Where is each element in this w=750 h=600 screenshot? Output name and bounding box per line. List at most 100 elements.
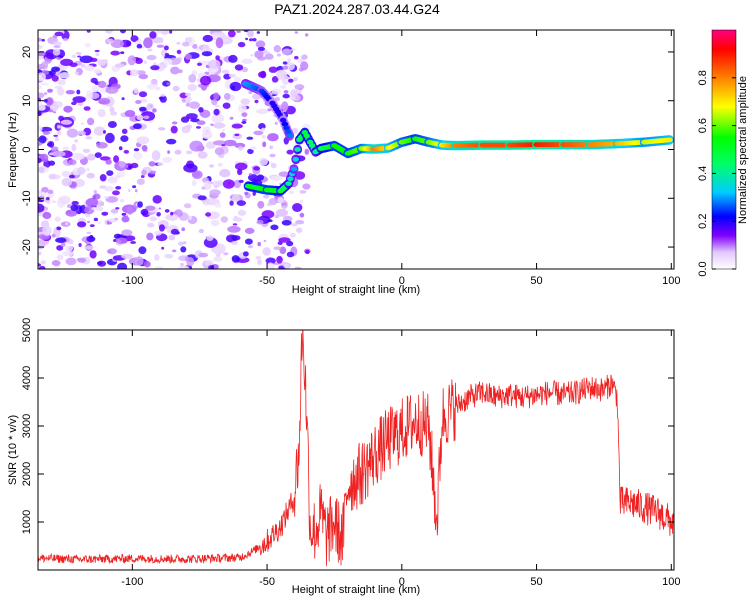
noise-blob [130, 162, 139, 169]
noise-blob [241, 58, 253, 64]
noise-blob [130, 241, 137, 244]
noise-blob [144, 60, 147, 64]
chart-title: PAZ1.2024.287.03.44.G24 [274, 1, 440, 17]
noise-blob [274, 214, 280, 219]
noise-blob [229, 116, 234, 120]
noise-blob [119, 30, 127, 34]
noise-blob [269, 145, 274, 150]
noise-blob [40, 82, 49, 86]
noise-blob [92, 193, 101, 200]
noise-blob [69, 241, 73, 245]
noise-blob [231, 123, 243, 129]
noise-blob [244, 191, 249, 195]
x-tick-label: 0 [399, 275, 405, 287]
noise-blob [55, 237, 67, 243]
noise-blob [42, 225, 52, 237]
noise-blob [257, 241, 262, 247]
noise-blob [52, 111, 57, 114]
y-tick-label: 10 [21, 95, 33, 107]
noise-blob [250, 146, 257, 150]
noise-blob [40, 260, 46, 265]
noise-blob [174, 149, 182, 155]
noise-blob [232, 223, 238, 226]
noise-blob [134, 57, 143, 64]
noise-blob [164, 253, 174, 259]
noise-blob [213, 122, 226, 129]
noise-blob [43, 98, 48, 103]
frequency-ridge-core [294, 147, 301, 152]
y-tick-label: 1000 [21, 510, 33, 534]
noise-blob [300, 61, 309, 71]
noise-blob [77, 166, 86, 175]
noise-blob [234, 64, 244, 71]
noise-blob [196, 126, 201, 129]
noise-blob [77, 257, 87, 263]
noise-blob [238, 146, 244, 151]
noise-blob [171, 121, 178, 125]
noise-blob [93, 189, 98, 194]
noise-blob [47, 88, 53, 93]
noise-blob [38, 135, 47, 144]
noise-blob [262, 247, 271, 256]
noise-blob [59, 72, 71, 79]
noise-blob [162, 58, 173, 66]
noise-blob [215, 55, 220, 61]
noise-blob [48, 141, 55, 148]
noise-blob [305, 33, 309, 37]
noise-blob [44, 92, 48, 95]
noise-blob [86, 236, 96, 242]
x-tick-label: 100 [662, 576, 680, 588]
noise-blob [49, 152, 53, 156]
noise-blob [274, 121, 278, 126]
noise-blob [201, 51, 213, 57]
noise-blob [57, 79, 66, 86]
noise-blob [158, 96, 164, 100]
noise-blob [54, 137, 59, 142]
noise-blob [115, 63, 125, 68]
colorbar-tick-label: 0.8 [697, 70, 709, 85]
noise-blob [94, 152, 102, 159]
noise-blob [110, 111, 118, 116]
noise-blob [223, 92, 231, 101]
noise-blob [56, 226, 62, 231]
noise-blob [107, 248, 117, 255]
noise-blob [282, 61, 288, 65]
noise-blob [96, 142, 108, 149]
noise-blob [202, 126, 211, 135]
noise-blob [238, 179, 244, 183]
noise-blob [138, 91, 148, 98]
noise-blob [200, 75, 212, 86]
noise-blob [135, 40, 141, 44]
noise-blob [215, 37, 224, 49]
noise-blob [268, 198, 278, 205]
noise-blob [65, 222, 69, 226]
noise-blob [139, 106, 147, 112]
noise-blob [217, 246, 224, 253]
noise-blob [214, 147, 224, 156]
y-tick-label: 20 [21, 46, 33, 58]
noise-blob [55, 174, 59, 180]
noise-blob [86, 231, 92, 234]
noise-blob [150, 65, 160, 71]
noise-blob [168, 234, 176, 241]
noise-blob [99, 174, 107, 182]
upper-branch [241, 78, 295, 141]
noise-blob [121, 215, 130, 223]
noise-blob [105, 159, 112, 165]
noise-blob [186, 257, 195, 267]
noise-blob [48, 173, 57, 180]
noise-blob [237, 168, 243, 176]
noise-blob [276, 53, 281, 57]
noise-blob [169, 30, 173, 34]
noise-blob [231, 255, 240, 263]
noise-blob [243, 30, 249, 33]
noise-blob [234, 162, 248, 171]
noise-blob [264, 53, 274, 60]
noise-blob [86, 30, 91, 33]
y-tick-label: -20 [21, 239, 33, 255]
noise-blob [294, 266, 302, 269]
noise-blob [39, 265, 46, 269]
noise-blob [145, 205, 156, 211]
noise-blob [276, 69, 287, 80]
noise-blob [186, 113, 198, 120]
